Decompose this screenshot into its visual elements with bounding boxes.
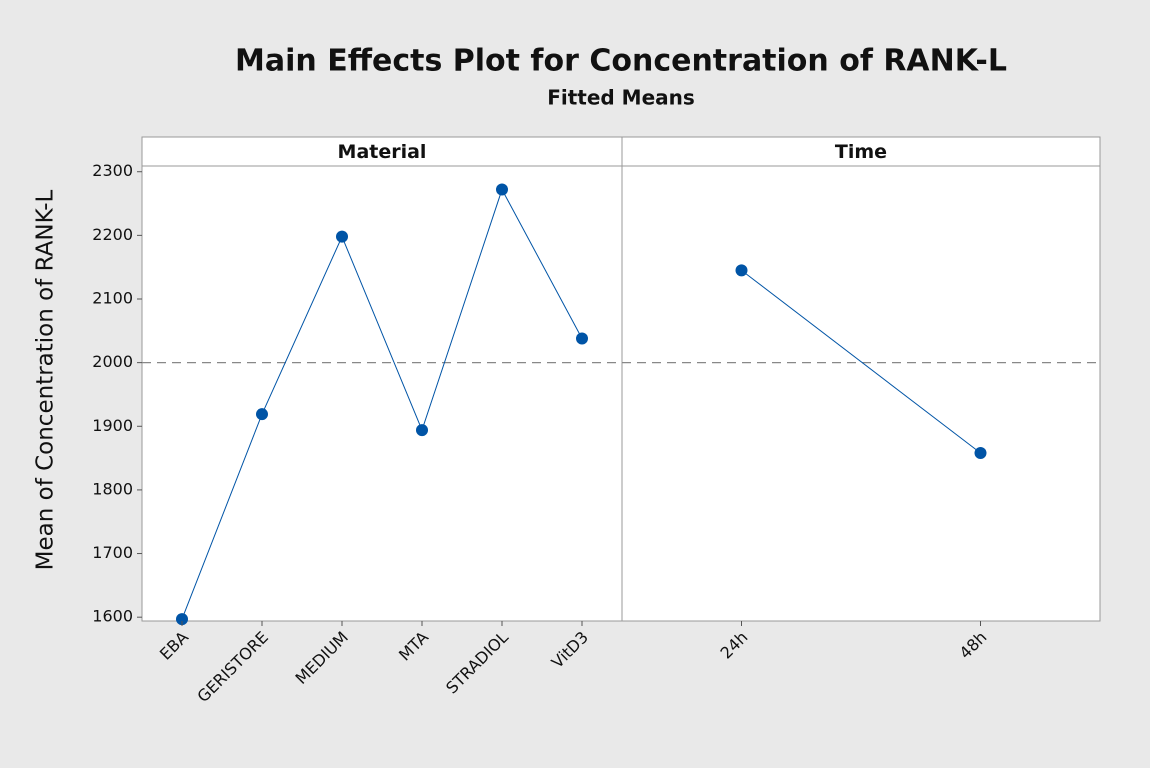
panel-header: Material bbox=[338, 141, 427, 163]
y-tick-label: 1800 bbox=[92, 479, 133, 498]
plot-area bbox=[141, 136, 1101, 622]
point bbox=[496, 183, 508, 196]
y-axis-label: Mean of Concentration of RANK-L bbox=[33, 189, 59, 570]
point bbox=[735, 264, 748, 277]
series-line bbox=[741, 269, 981, 454]
point bbox=[336, 230, 348, 243]
point bbox=[256, 408, 268, 421]
point bbox=[974, 447, 987, 459]
y-tick-label: 2200 bbox=[92, 225, 133, 244]
series-line bbox=[181, 188, 583, 620]
point bbox=[416, 424, 428, 437]
y-tick-label: 1700 bbox=[92, 543, 133, 562]
point bbox=[576, 332, 588, 345]
panel-header: Time bbox=[835, 141, 887, 163]
y-tick-label: 2100 bbox=[92, 289, 133, 308]
y-tick-label: 2000 bbox=[92, 352, 133, 371]
y-tick-label: 1900 bbox=[92, 416, 133, 435]
chart-subtitle: Fitted Means bbox=[547, 86, 695, 110]
y-tick-label: 2300 bbox=[92, 161, 133, 180]
point bbox=[176, 613, 188, 626]
y-tick-label: 1600 bbox=[92, 607, 133, 626]
chart-title: Main Effects Plot for Concentration of R… bbox=[235, 44, 1007, 79]
